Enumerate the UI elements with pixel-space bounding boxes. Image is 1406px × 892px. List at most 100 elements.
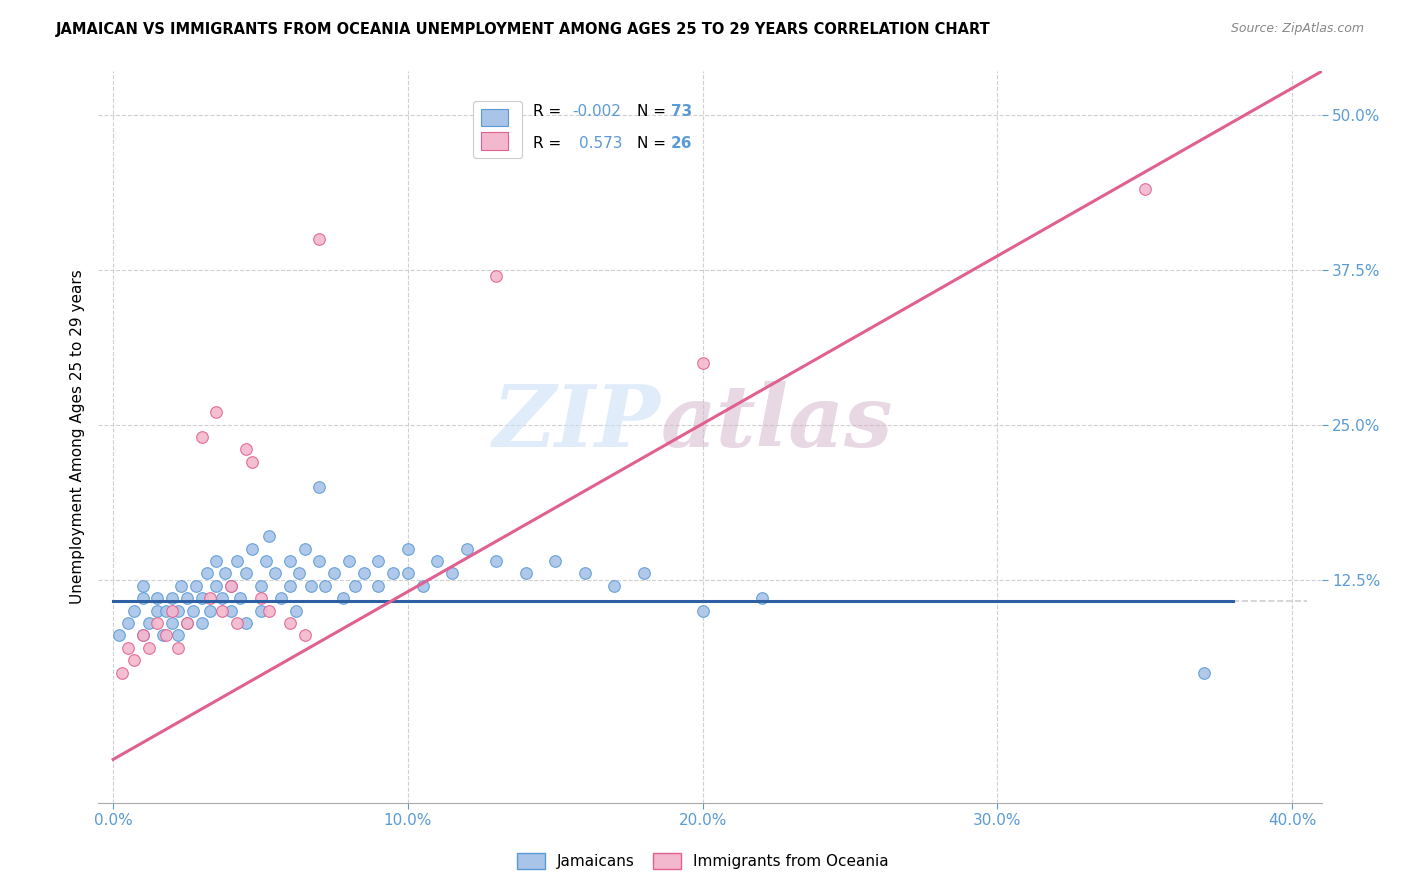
Point [299, 579, 322, 593]
Point [264, 566, 287, 581]
Point [1133, 182, 1156, 196]
Legend: , : , [472, 101, 522, 158]
Point [396, 566, 419, 581]
Point [226, 615, 249, 630]
Point [270, 591, 292, 606]
Point [160, 591, 183, 606]
Point [337, 554, 360, 568]
Point [692, 604, 714, 618]
Point [284, 604, 307, 618]
Point [692, 356, 714, 370]
Point [122, 604, 145, 618]
Point [117, 615, 139, 630]
Point [240, 455, 263, 469]
Point [205, 554, 228, 568]
Point [160, 615, 183, 630]
Point [167, 604, 190, 618]
Point [219, 579, 242, 593]
Point [111, 665, 134, 680]
Point [146, 615, 169, 630]
Point [235, 566, 257, 581]
Point [456, 541, 478, 556]
Point [229, 591, 252, 606]
Point [167, 628, 190, 642]
Point [205, 405, 228, 419]
Point [170, 579, 193, 593]
Point [751, 591, 773, 606]
Point [146, 604, 169, 618]
Text: -0.002: -0.002 [572, 104, 620, 120]
Point [197, 566, 219, 581]
Point [190, 591, 212, 606]
Text: Source: ZipAtlas.com: Source: ZipAtlas.com [1230, 22, 1364, 36]
Point [176, 591, 198, 606]
Point [308, 480, 330, 494]
Point [167, 640, 190, 655]
Point [249, 579, 271, 593]
Point [294, 541, 316, 556]
Point [155, 628, 177, 642]
Point [219, 604, 242, 618]
Point [426, 554, 449, 568]
Point [155, 604, 177, 618]
Point [574, 566, 596, 581]
Point [226, 554, 249, 568]
Text: ZIP: ZIP [494, 381, 661, 464]
Point [146, 591, 169, 606]
Point [200, 591, 222, 606]
Point [353, 566, 375, 581]
Point [259, 604, 281, 618]
Point [308, 232, 330, 246]
Text: R =: R = [533, 136, 565, 151]
Point [441, 566, 464, 581]
Point [240, 541, 263, 556]
Text: atlas: atlas [661, 381, 894, 464]
Point [294, 628, 316, 642]
Point [190, 430, 212, 444]
Point [205, 579, 228, 593]
Point [235, 615, 257, 630]
Point [485, 268, 508, 283]
Point [235, 442, 257, 457]
Point [176, 615, 198, 630]
Point [160, 604, 183, 618]
Point [131, 628, 153, 642]
Text: 0.573: 0.573 [579, 136, 623, 151]
Point [254, 554, 277, 568]
Point [152, 628, 174, 642]
Point [131, 579, 153, 593]
Point [343, 579, 366, 593]
Point [288, 566, 311, 581]
Point [117, 640, 139, 655]
Point [200, 604, 222, 618]
Text: N =: N = [637, 104, 671, 120]
Text: JAMAICAN VS IMMIGRANTS FROM OCEANIA UNEMPLOYMENT AMONG AGES 25 TO 29 YEARS CORRE: JAMAICAN VS IMMIGRANTS FROM OCEANIA UNEM… [56, 22, 991, 37]
Text: N =: N = [637, 136, 671, 151]
Point [108, 628, 131, 642]
Point [544, 554, 567, 568]
Point [412, 579, 434, 593]
Point [259, 529, 281, 543]
Point [633, 566, 655, 581]
Point [308, 554, 330, 568]
Point [181, 604, 204, 618]
Point [184, 579, 207, 593]
Point [382, 566, 405, 581]
Point [332, 591, 354, 606]
Point [138, 615, 160, 630]
Point [323, 566, 346, 581]
Point [278, 615, 301, 630]
Point [138, 640, 160, 655]
Point [485, 554, 508, 568]
Point [278, 554, 301, 568]
Point [219, 579, 242, 593]
Point [211, 591, 233, 606]
Y-axis label: Unemployment Among Ages 25 to 29 years: Unemployment Among Ages 25 to 29 years [69, 269, 84, 605]
Point [314, 579, 336, 593]
Text: 26: 26 [671, 136, 692, 151]
Text: 73: 73 [671, 104, 692, 120]
Point [278, 579, 301, 593]
Point [176, 615, 198, 630]
Point [131, 591, 153, 606]
Point [603, 579, 626, 593]
